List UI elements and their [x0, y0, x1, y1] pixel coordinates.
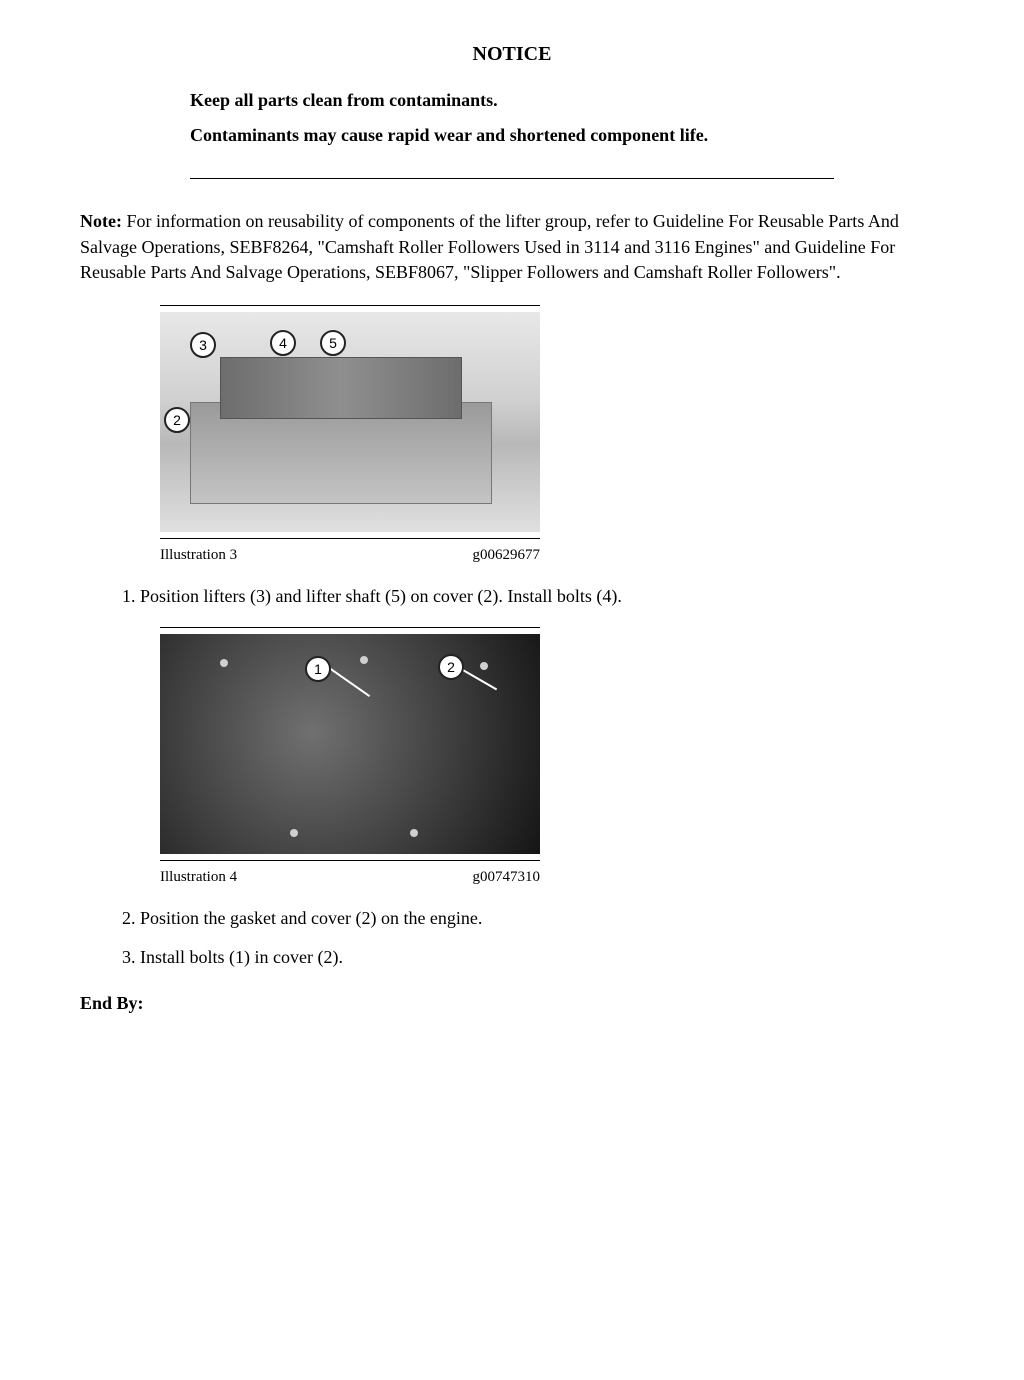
- callout-3: 3: [190, 332, 216, 358]
- notice-title: NOTICE: [80, 40, 944, 68]
- callout-2b: 2: [438, 654, 464, 680]
- notice-body: Keep all parts clean from contaminants. …: [190, 88, 834, 148]
- notice-divider: [190, 178, 834, 179]
- note-label: Note:: [80, 211, 122, 231]
- figure-2-caption: Illustration 4 g00747310: [160, 867, 540, 888]
- notice-line-1: Keep all parts clean from contaminants.: [190, 88, 834, 113]
- figure-2-caption-right: g00747310: [473, 867, 541, 888]
- step-1: Position lifters (3) and lifter shaft (5…: [140, 584, 944, 609]
- callout-2: 2: [164, 407, 190, 433]
- figure-1-top-rule: [160, 305, 540, 306]
- figure-2: 1 2 Illustration 4 g00747310: [160, 627, 540, 888]
- figure-2-top-rule: [160, 627, 540, 628]
- figure-1: 3 4 5 2 Illustration 3 g00629677: [160, 305, 540, 566]
- note-text: For information on reusability of compon…: [80, 211, 899, 281]
- figure-2-caption-left: Illustration 4: [160, 867, 237, 888]
- end-by-label: End By:: [80, 991, 944, 1016]
- figure-1-image: 3 4 5 2: [160, 312, 540, 532]
- callout-4: 4: [270, 330, 296, 356]
- steps-list-1: Position lifters (3) and lifter shaft (5…: [120, 584, 944, 609]
- notice-line-2: Contaminants may cause rapid wear and sh…: [190, 123, 834, 148]
- figure-1-bottom-rule: [160, 538, 540, 539]
- note-paragraph: Note: For information on reusability of …: [80, 209, 944, 285]
- figure-2-bottom-rule: [160, 860, 540, 861]
- figure-2-image: 1 2: [160, 634, 540, 854]
- step-3: Install bolts (1) in cover (2).: [140, 945, 944, 970]
- callout-1: 1: [305, 656, 331, 682]
- figure-1-caption: Illustration 3 g00629677: [160, 545, 540, 566]
- part-top-shape: [220, 357, 462, 419]
- figure-1-caption-right: g00629677: [473, 545, 541, 566]
- figure-1-caption-left: Illustration 3: [160, 545, 237, 566]
- step-2: Position the gasket and cover (2) on the…: [140, 906, 944, 931]
- steps-list-2: Position the gasket and cover (2) on the…: [120, 906, 944, 970]
- callout-5: 5: [320, 330, 346, 356]
